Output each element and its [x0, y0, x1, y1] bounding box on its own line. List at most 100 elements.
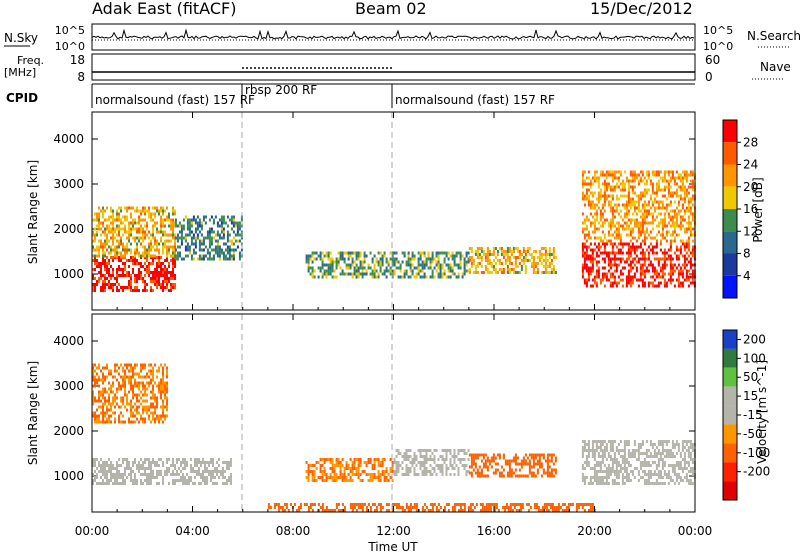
echo-cell — [557, 509, 560, 512]
echo-cell — [657, 179, 660, 183]
echo-cell — [457, 503, 460, 506]
echo-cell — [536, 462, 539, 466]
echo-cell — [643, 284, 646, 288]
echo-cell — [663, 236, 666, 240]
echo-cell — [138, 254, 140, 258]
echo-cell — [174, 221, 177, 225]
echo-cell — [375, 269, 378, 273]
echo-cell — [421, 470, 424, 473]
echo-cell — [391, 260, 394, 264]
echo-cell — [371, 269, 374, 273]
echo-cell — [429, 260, 432, 264]
echo-cell — [112, 390, 114, 394]
echo-cell — [411, 458, 414, 461]
echo-cell — [508, 459, 511, 463]
echo-cell — [673, 482, 676, 485]
echo-cell — [130, 470, 132, 473]
echo-cell — [445, 473, 448, 476]
echo-cell — [116, 218, 118, 222]
echo-cell — [285, 506, 288, 509]
echo-cell — [427, 509, 430, 512]
echo-cell — [112, 233, 114, 237]
echo-cell — [490, 271, 493, 274]
echo-cell — [126, 402, 128, 406]
echo-cell — [468, 471, 471, 475]
echo-cell — [118, 476, 120, 479]
echo-cell — [681, 281, 684, 285]
echo-cell — [152, 227, 154, 231]
echo-cell — [198, 470, 200, 473]
echo-cell — [365, 269, 368, 273]
echo-cell — [112, 221, 114, 225]
echo-cell — [172, 271, 174, 274]
echo-cell — [108, 417, 110, 421]
echo-cell — [595, 464, 598, 467]
echo-cell — [687, 236, 690, 240]
echo-cell — [671, 215, 674, 219]
echo-cell — [625, 200, 628, 204]
echo-cell — [657, 224, 660, 228]
echo-cell — [100, 411, 102, 415]
echo-cell — [158, 277, 160, 280]
echo-cell — [132, 479, 134, 482]
echo-cell — [689, 260, 692, 264]
echo-cell — [619, 470, 622, 473]
echo-cell — [681, 197, 684, 201]
echo-cell — [192, 467, 194, 470]
echo-cell — [174, 482, 176, 485]
echo-cell — [601, 242, 604, 246]
echo-cell — [613, 185, 616, 189]
echo-cell — [222, 467, 224, 470]
echo-cell — [126, 209, 128, 213]
echo-cell — [492, 250, 495, 253]
echo-cell — [299, 506, 302, 509]
echo-cell — [118, 283, 120, 286]
echo-cell — [128, 227, 130, 231]
echo-cell — [609, 473, 612, 476]
echo-cell — [493, 503, 496, 506]
echo-cell — [623, 446, 626, 449]
echo-cell — [180, 224, 183, 228]
echo-cell — [371, 257, 374, 261]
echo-cell — [651, 284, 654, 288]
echo-cell — [136, 259, 138, 262]
echo-cell — [673, 230, 676, 234]
echo-cell — [484, 253, 487, 256]
echo-cell — [355, 263, 358, 267]
echo-cell — [391, 506, 394, 509]
echo-cell — [687, 461, 690, 464]
echo-cell — [116, 215, 118, 219]
echo-cell — [613, 269, 616, 273]
echo-cell — [208, 251, 211, 255]
echo-cell — [166, 381, 168, 385]
echo-cell — [583, 266, 586, 270]
echo-cell — [671, 263, 674, 267]
echo-cell — [391, 251, 394, 255]
echo-cell — [561, 509, 564, 512]
echo-cell — [623, 221, 626, 225]
echo-cell — [357, 251, 360, 255]
echo-cell — [104, 274, 106, 277]
echo-cell — [126, 375, 128, 379]
echo-cell — [212, 461, 214, 464]
echo-cell — [136, 405, 138, 409]
echo-cell — [504, 259, 507, 262]
echo-cell — [691, 272, 694, 276]
echo-cell — [617, 197, 620, 201]
echo-cell — [671, 470, 674, 473]
echo-cell — [343, 260, 346, 264]
echo-cell — [395, 461, 398, 464]
echo-cell — [423, 275, 426, 279]
echo-cell — [593, 173, 596, 177]
echo-cell — [542, 271, 545, 274]
echo-cell — [94, 461, 96, 464]
echo-cell — [122, 233, 124, 237]
echo-cell — [583, 479, 586, 482]
echo-cell — [335, 506, 338, 509]
echo-cell — [337, 464, 340, 467]
echo-cell — [502, 456, 505, 460]
echo-cell — [439, 455, 442, 458]
echo-cell — [526, 250, 529, 253]
echo-cell — [593, 218, 596, 222]
echo-cell — [508, 471, 511, 475]
